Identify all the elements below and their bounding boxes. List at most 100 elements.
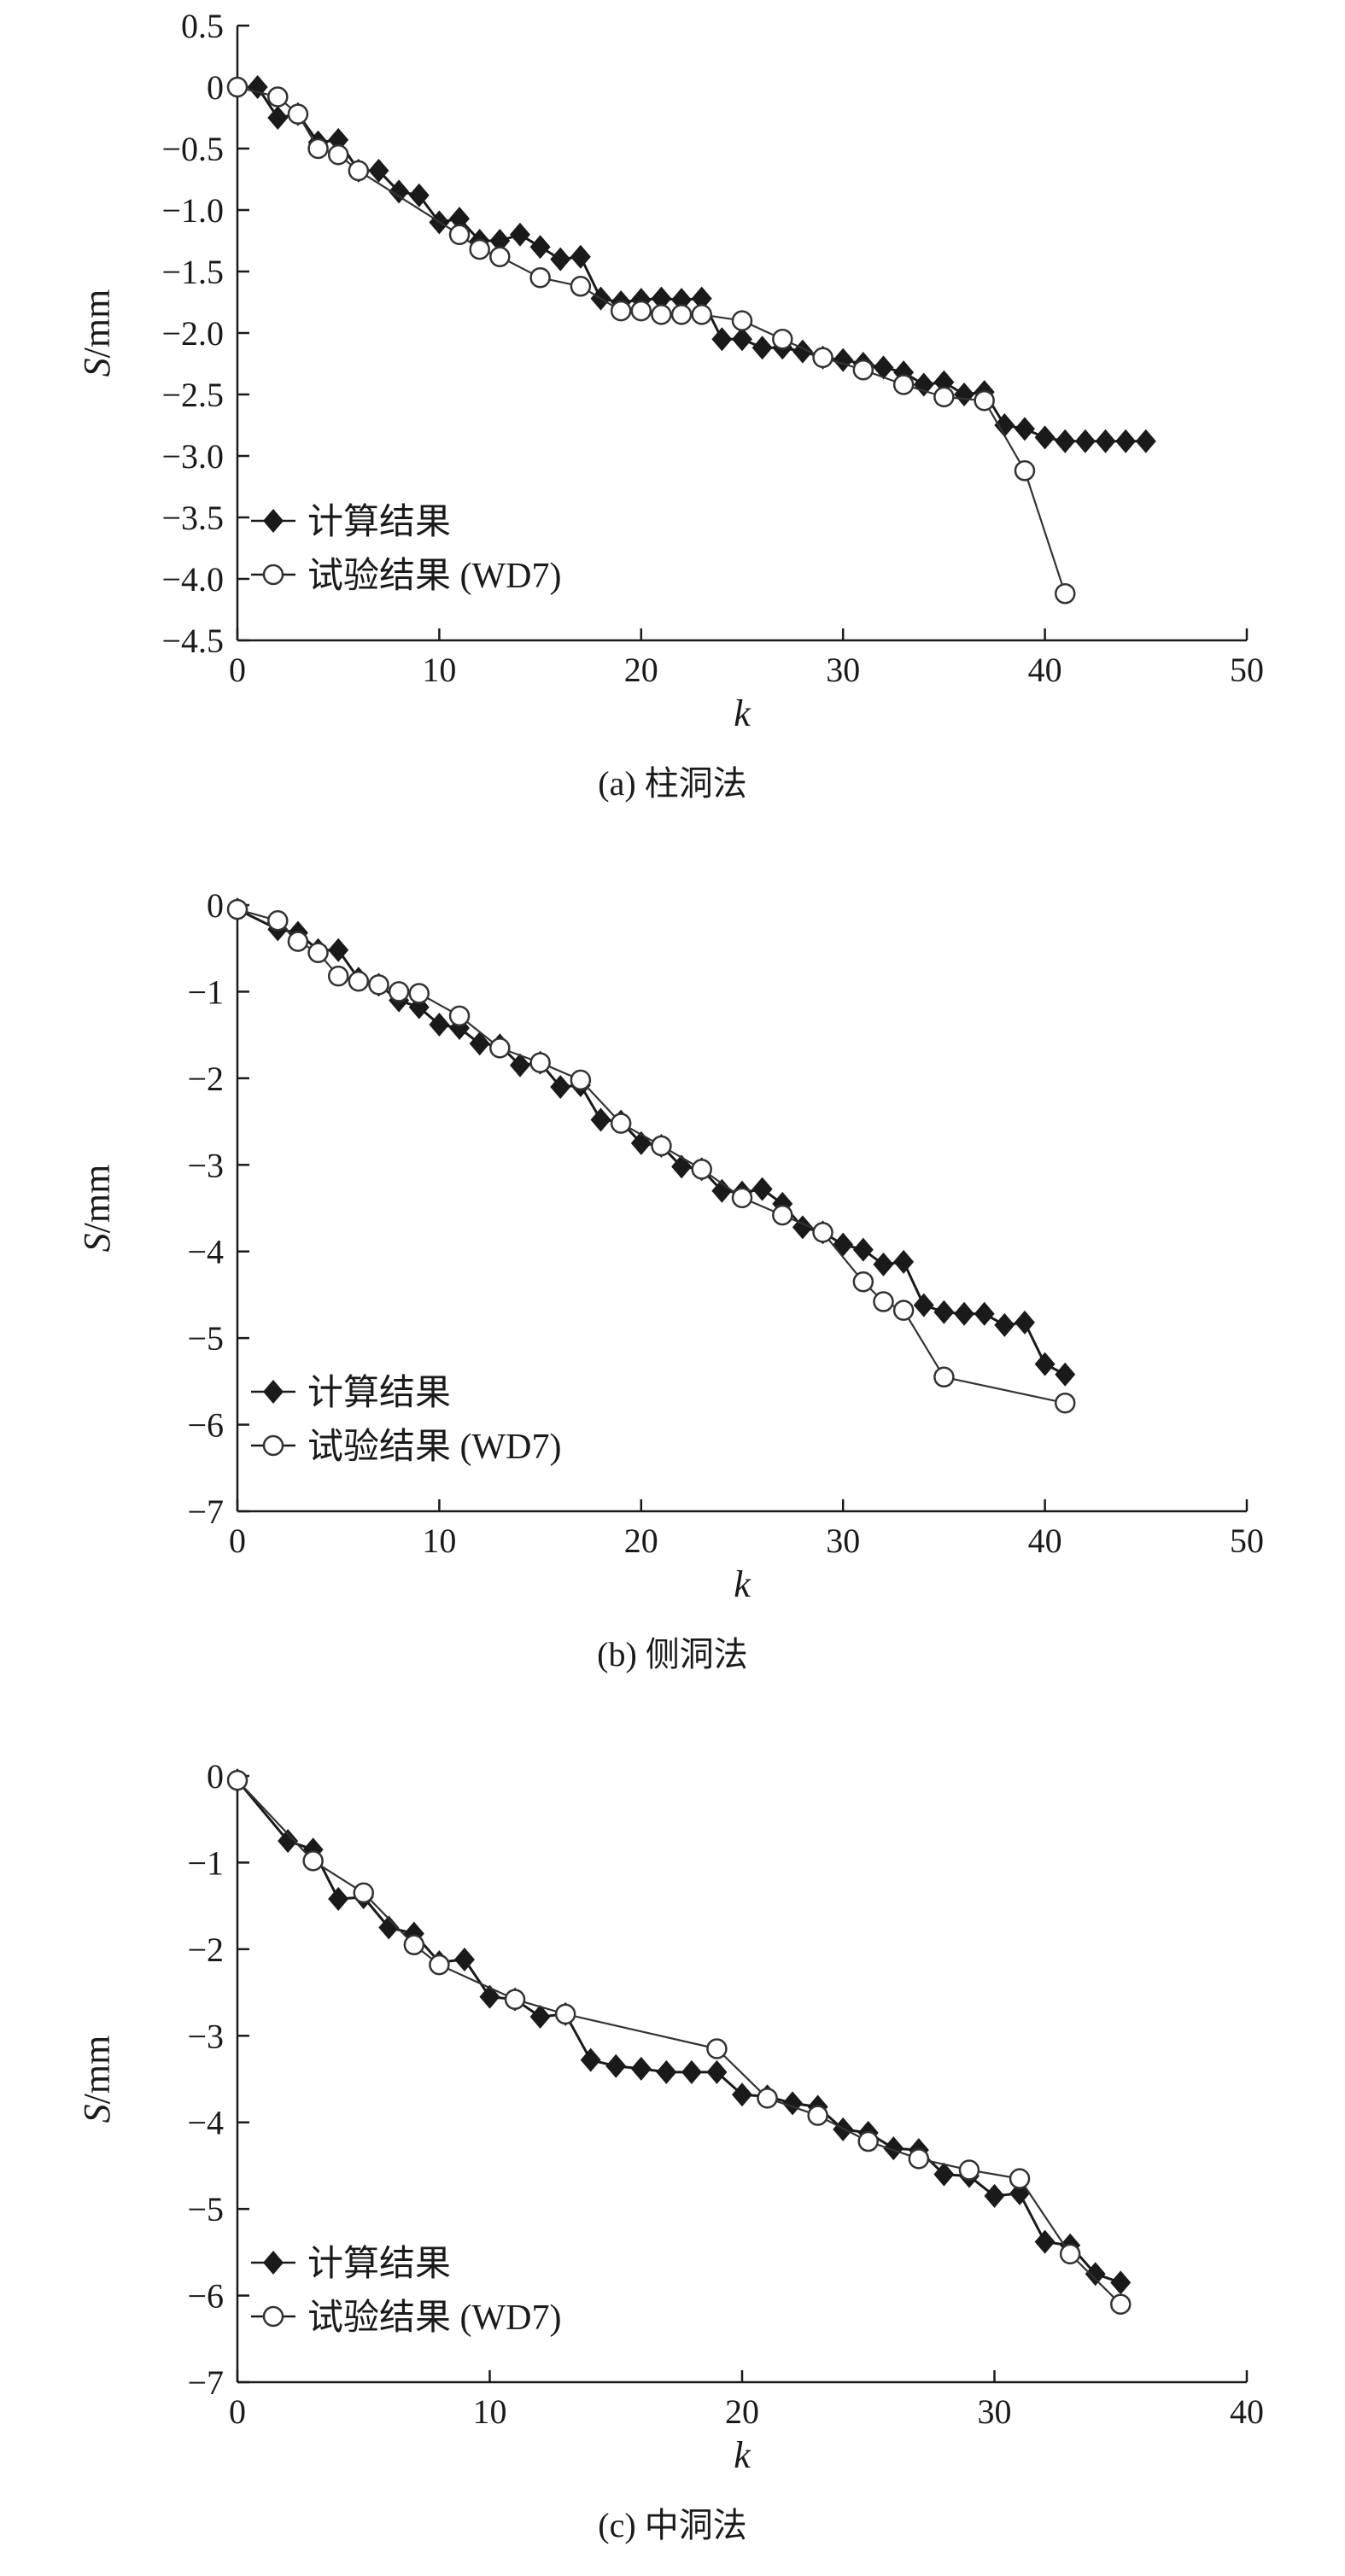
data-point-diamond	[630, 2056, 652, 2081]
data-point-diamond	[389, 179, 410, 204]
series-test	[226, 76, 1076, 605]
data-point-circle	[731, 1187, 753, 1209]
y-tick-label: −7	[187, 1492, 224, 1531]
y-tick-label: 0	[207, 1757, 224, 1796]
series-computed	[227, 1768, 1132, 2295]
y-tick-label: 0	[207, 68, 224, 107]
y-tick-label: −1.0	[161, 191, 224, 230]
y-axis-title: S/mm	[76, 289, 118, 377]
chart-panel-0: 0.5 0 −0.5 −1.0 −1.5 −2.0 −2.5 −3.0 −3.5 −4.0 −4.5…	[76, 7, 1264, 734]
data-point-circle	[448, 1005, 471, 1027]
data-point-diamond	[509, 1053, 530, 1078]
data-point-diamond	[489, 229, 511, 253]
data-point-circle	[348, 971, 370, 992]
data-point-circle	[1059, 2243, 1081, 2265]
data-point-diamond	[529, 2004, 551, 2029]
data-point-diamond	[933, 1300, 955, 1324]
data-point-diamond	[1055, 1362, 1076, 1387]
data-point-circle	[302, 1850, 324, 1872]
x-tick-label: 20	[725, 2392, 759, 2431]
data-point-circle	[933, 1366, 955, 1388]
data-point-circle	[554, 2003, 576, 2025]
data-point-diamond	[328, 938, 349, 962]
data-point-diamond	[278, 1829, 299, 1854]
data-point-circle	[529, 1052, 551, 1073]
data-point-diamond	[732, 2082, 752, 2107]
data-point-circle	[504, 1989, 526, 2010]
series-test	[226, 1769, 1132, 2315]
y-tick-label: −3	[187, 2017, 224, 2055]
data-point-circle	[807, 2105, 828, 2126]
data-point-circle	[610, 1113, 632, 1134]
data-point-diamond	[469, 1031, 490, 1056]
legend-marker-diamond	[263, 509, 284, 533]
data-point-circle	[892, 374, 915, 395]
x-tick-label: 0	[229, 651, 246, 689]
data-point-diamond	[833, 1232, 854, 1257]
data-point-diamond	[267, 106, 289, 130]
data-point-circle	[226, 1769, 249, 1791]
x-tick-label: 10	[422, 1522, 456, 1560]
data-point-diamond	[873, 355, 894, 380]
data-point-circle	[731, 310, 753, 331]
data-point-circle	[630, 300, 652, 322]
data-point-diamond	[656, 2059, 677, 2084]
data-point-circle	[651, 304, 672, 325]
series-computed	[227, 897, 1076, 1387]
data-point-circle	[974, 389, 995, 412]
data-point-circle	[873, 1291, 894, 1312]
legend-label: 计算结果	[307, 503, 451, 542]
caption-b: (b) 侧洞法	[597, 1635, 748, 1674]
x-axis-title: k	[734, 1563, 751, 1605]
data-point-diamond	[529, 235, 551, 260]
caption-c: (c) 中洞法	[598, 2506, 747, 2544]
data-point-circle	[772, 1204, 793, 1226]
data-point-circle	[691, 304, 712, 325]
data-point-diamond	[570, 244, 591, 269]
data-point-diamond	[580, 2047, 601, 2072]
y-tick-label: −4	[187, 1233, 224, 1271]
data-point-diamond	[883, 2136, 904, 2161]
data-point-diamond	[1085, 2262, 1106, 2287]
data-point-diamond	[1135, 429, 1156, 453]
data-point-circle	[287, 103, 309, 125]
data-point-diamond	[1095, 429, 1116, 453]
data-point-diamond	[751, 336, 773, 360]
data-point-diamond	[1110, 2270, 1132, 2295]
data-point-circle	[857, 2130, 879, 2153]
x-axis-title: k	[734, 2434, 751, 2476]
data-point-diamond	[913, 372, 934, 397]
data-point-diamond	[1115, 429, 1137, 453]
data-point-circle	[812, 1222, 833, 1243]
data-point-circle	[1054, 1392, 1076, 1414]
x-tick-label: 20	[624, 1522, 658, 1560]
y-axis-title-unit: /mm	[76, 1165, 118, 1234]
data-point-circle	[489, 1037, 511, 1059]
data-point-diamond	[378, 1915, 400, 1940]
data-point-diamond	[691, 286, 712, 311]
chart-panel-1: 0−1−2−3−4−5−6−70 10 20 30 40 50kS/mm计算结果试验结果 …	[76, 886, 1264, 1605]
legend-marker-diamond	[263, 2251, 284, 2275]
series-line	[237, 1779, 1122, 2305]
data-point-diamond	[974, 1301, 995, 1326]
y-axis-title-symbol: S	[76, 2104, 118, 2123]
y-tick-label: −2	[187, 1060, 224, 1098]
data-point-circle	[348, 160, 370, 182]
data-point-circle	[812, 347, 833, 369]
legend-marker-circle	[262, 1434, 284, 1457]
y-tick-label: −2.5	[161, 376, 224, 414]
data-point-diamond	[833, 348, 854, 372]
x-tick-label: 50	[1230, 1522, 1264, 1560]
data-point-circle	[267, 86, 289, 108]
data-point-diamond	[453, 1948, 475, 1972]
data-point-circle	[691, 1159, 712, 1180]
data-point-circle	[529, 266, 551, 289]
data-point-diamond	[509, 222, 530, 247]
data-point-circle	[226, 898, 249, 920]
legend-label: 计算结果	[307, 2245, 451, 2284]
data-point-diamond	[994, 413, 1015, 437]
y-axis-title-unit: /mm	[76, 2036, 118, 2105]
